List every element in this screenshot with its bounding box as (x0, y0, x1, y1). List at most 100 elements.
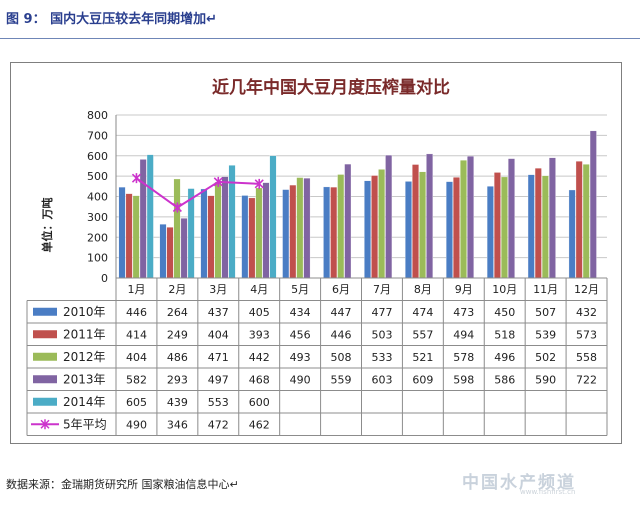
bar (460, 160, 467, 279)
table-value: 558 (576, 351, 597, 364)
bar (378, 169, 386, 279)
y-tick-label: 800 (87, 109, 108, 122)
table-value: 539 (535, 328, 556, 341)
bar (446, 181, 453, 279)
table-value: 474 (412, 306, 433, 319)
figure-caption: 图 9： 国内大豆压较去年同期增加↵ (6, 12, 217, 27)
bar (405, 181, 412, 279)
bar (159, 224, 167, 279)
table-value: 518 (494, 328, 515, 341)
table-value: 609 (412, 373, 433, 386)
table-value: 447 (331, 306, 352, 319)
line-point (254, 178, 264, 189)
line-point (131, 173, 142, 184)
table-value: 490 (126, 418, 147, 431)
bar (323, 186, 331, 279)
table-value: 432 (576, 306, 597, 319)
table-value: 405 (249, 306, 270, 319)
table-value: 586 (494, 373, 515, 386)
data-source-note: 数据来源：金瑞期货研究所 国家粮油信息中心↵ (6, 478, 239, 491)
bar (146, 154, 154, 279)
x-tick-label: 9月 (455, 283, 473, 296)
line-point (172, 202, 182, 213)
table-value: 293 (167, 373, 188, 386)
legend-label: 2011年 (63, 327, 106, 341)
x-tick-label: 12月 (574, 283, 599, 296)
bar (575, 161, 583, 279)
table-value: 578 (453, 351, 474, 364)
y-tick-label: 400 (87, 191, 108, 204)
legend-swatch (33, 352, 57, 361)
y-tick-label: 100 (87, 252, 108, 265)
bar (207, 195, 215, 279)
table-value: 503 (371, 328, 392, 341)
table-value: 590 (535, 373, 556, 386)
table-value: 533 (371, 351, 392, 364)
watermark-logo: 中国水产频道 (462, 473, 576, 493)
table-value: 437 (208, 306, 229, 319)
bar (330, 186, 338, 279)
table-value: 439 (167, 396, 188, 409)
bar (118, 186, 126, 279)
avg-line (135, 177, 260, 209)
bar (412, 164, 419, 279)
bar (282, 189, 290, 279)
bar (541, 175, 549, 279)
chart-frame: 近几年中国大豆月度压榨量对比 单位：万吨 0 100 200 300 400 500 600… (10, 62, 622, 444)
y-tick-label: 500 (87, 170, 108, 183)
x-tick-label: 6月 (332, 283, 350, 296)
table-value: 346 (167, 418, 188, 431)
table-value: 249 (167, 328, 188, 341)
bar (486, 186, 494, 279)
table-value: 559 (331, 373, 352, 386)
x-tick-label: 2月 (168, 283, 186, 296)
x-tick-label: 1月 (127, 283, 145, 296)
bar (501, 176, 508, 279)
bar (241, 195, 249, 279)
table-value: 497 (208, 373, 229, 386)
table-value: 521 (412, 351, 433, 364)
table-value: 450 (494, 306, 515, 319)
y-tick-label: 0 (101, 272, 108, 285)
x-tick-label: 10月 (492, 283, 517, 296)
bar (385, 154, 393, 279)
y-tick-label: 300 (87, 211, 108, 224)
bar (132, 195, 140, 279)
legend-label: 2012年 (63, 350, 106, 364)
bar (419, 171, 426, 279)
bar (568, 189, 576, 279)
table-value: 404 (208, 328, 229, 341)
legend-swatch (33, 397, 57, 406)
table-value: 605 (126, 396, 147, 409)
x-tick-label: 7月 (373, 283, 391, 296)
bar (508, 158, 515, 279)
bar (534, 168, 542, 279)
table-value: 462 (249, 418, 270, 431)
x-tick-label: 3月 (209, 283, 227, 296)
bar (214, 181, 222, 279)
table-value: 471 (208, 351, 229, 364)
bar (494, 172, 501, 279)
y-tick-label: 700 (87, 129, 108, 142)
bar (289, 184, 297, 279)
bar (180, 218, 188, 279)
table-value: 598 (453, 373, 474, 386)
bar (125, 193, 133, 279)
bar (582, 164, 590, 279)
table-value: 494 (453, 328, 474, 341)
bar (187, 188, 195, 279)
x-tick-label: 8月 (414, 283, 432, 296)
table-value: 507 (535, 306, 556, 319)
table-value: 508 (331, 351, 352, 364)
table-value: 490 (290, 373, 311, 386)
bar (453, 177, 460, 279)
table-value: 264 (167, 306, 188, 319)
table-value: 393 (249, 328, 270, 341)
table-value: 446 (331, 328, 352, 341)
bar (371, 175, 378, 279)
bar (255, 187, 263, 279)
bar (248, 197, 256, 279)
table-value: 473 (453, 306, 474, 319)
legend-label: 2013年 (63, 372, 106, 386)
bar (364, 180, 371, 279)
